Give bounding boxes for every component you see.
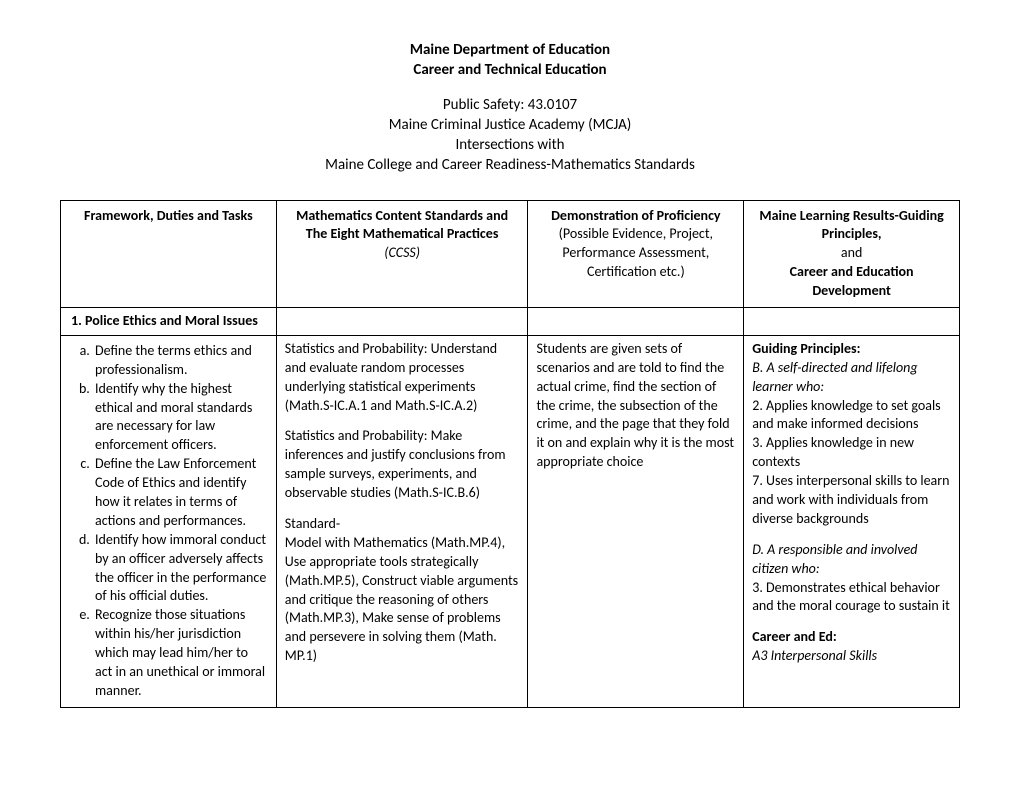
gp-block: Guiding Principles: B. A self-directed a… [752, 340, 951, 529]
header-col-4-sub: Career and Education Development [790, 263, 914, 299]
tasks-list: Define the terms ethics and professional… [69, 342, 268, 701]
standards-p1: Statistics and Probability: Understand a… [285, 340, 520, 416]
standards-p3a: Standard- [285, 515, 340, 532]
gp-b3: 3. Applies knowledge in new contexts [752, 434, 914, 470]
task-b: Identify why the highest ethical and mor… [93, 380, 268, 456]
standards-p3: Standard- Model with Mathematics (Math.M… [285, 515, 520, 666]
header-col-1-label: Framework, Duties and Tasks [84, 207, 253, 224]
standards-table: Framework, Duties and Tasks Mathematics … [60, 200, 960, 708]
task-e: Recognize those situations within his/he… [93, 606, 268, 700]
header-col-4-main: Maine Learning Results-Guiding Principle… [759, 207, 943, 243]
meta-line-4: Maine College and Career Readiness-Mathe… [60, 155, 960, 175]
standards-p2: Statistics and Probability: Make inferen… [285, 427, 520, 503]
header-col-3-sub: (Possible Evidence, Project, Performance… [559, 225, 713, 280]
section-title-row: 1. Police Ethics and Moral Issues [61, 307, 960, 335]
program-subtitle: Career and Technical Education [60, 60, 960, 80]
gp-d3: 3. Demonstrates ethical behavior and the… [752, 579, 950, 615]
meta-line-2: Maine Criminal Justice Academy (MCJA) [60, 115, 960, 135]
header-meta: Public Safety: 43.0107 Maine Criminal Ju… [60, 95, 960, 176]
meta-line-3: Intersections with [60, 135, 960, 155]
gp-b7: 7. Uses interpersonal skills to learn an… [752, 472, 949, 527]
header-col-2-sub: (CCSS) [384, 244, 420, 261]
gp-d-header: D. A responsible and involved citizen wh… [752, 541, 917, 577]
cell-standards: Statistics and Probability: Understand a… [276, 335, 528, 707]
header-col-4: Maine Learning Results-Guiding Principle… [744, 200, 960, 307]
cell-framework: Define the terms ethics and professional… [61, 335, 277, 707]
ce-label: Career and Ed: [752, 628, 836, 645]
header-col-1: Framework, Duties and Tasks [61, 200, 277, 307]
gp-label: Guiding Principles: [752, 340, 860, 357]
gp-d-block: D. A responsible and involved citizen wh… [752, 541, 951, 617]
header-col-2-main: Mathematics Content Standards and The Ei… [296, 207, 508, 243]
document-page: Maine Department of Education Career and… [0, 0, 1020, 788]
section-empty-3 [528, 307, 744, 335]
ce-block: Career and Ed: A3 Interpersonal Skills [752, 628, 951, 666]
cell-proficiency: Students are given sets of scenarios and… [528, 335, 744, 707]
gp-b2: 2. Applies knowledge to set goals and ma… [752, 397, 940, 433]
header-col-4-and: and [841, 244, 862, 261]
cell-guiding: Guiding Principles: B. A self-directed a… [744, 335, 960, 707]
standards-p3b: Model with Mathematics (Math.MP.4), Use … [285, 534, 518, 664]
task-a: Define the terms ethics and professional… [93, 342, 268, 380]
meta-line-1: Public Safety: 43.0107 [60, 95, 960, 115]
spacer-2 [752, 616, 951, 628]
task-c: Define the Law Enforcement Code of Ethic… [93, 455, 268, 531]
header-col-3: Demonstration of Proficiency (Possible E… [528, 200, 744, 307]
task-d: Identify how immoral conduct by an offic… [93, 531, 268, 607]
table-row: Define the terms ethics and professional… [61, 335, 960, 707]
header-col-3-main: Demonstration of Proficiency [551, 207, 720, 224]
ce-a3: A3 Interpersonal Skills [752, 647, 877, 664]
gp-b-header: B. A self-directed and lifelong learner … [752, 359, 917, 395]
section-empty-2 [276, 307, 528, 335]
header-col-2: Mathematics Content Standards and The Ei… [276, 200, 528, 307]
section-empty-4 [744, 307, 960, 335]
page-header: Maine Department of Education Career and… [60, 40, 960, 176]
section-title-cell: 1. Police Ethics and Moral Issues [61, 307, 277, 335]
spacer-1 [752, 529, 951, 541]
org-title: Maine Department of Education [60, 40, 960, 60]
table-header-row: Framework, Duties and Tasks Mathematics … [61, 200, 960, 307]
